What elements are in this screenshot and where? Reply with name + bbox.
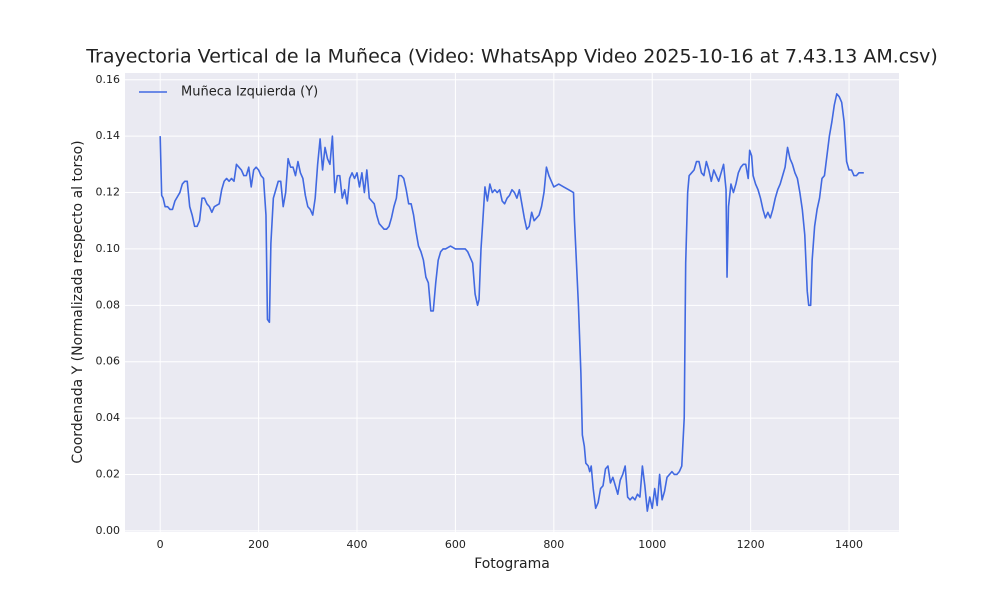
x-tick-label: 600 <box>445 538 466 551</box>
x-tick-label: 800 <box>543 538 564 551</box>
x-tick-label: 1200 <box>737 538 765 551</box>
plot-area <box>125 73 899 532</box>
y-tick-label: 0.00 <box>96 524 121 537</box>
y-tick-label: 0.04 <box>96 411 121 424</box>
legend: Muñeca Izquierda (Y) <box>139 85 318 100</box>
data-line <box>159 93 864 512</box>
legend-label: Muñeca Izquierda (Y) <box>181 85 318 100</box>
y-tick-label: 0.06 <box>96 355 121 368</box>
chart-title: Trayectoria Vertical de la Muñeca (Video… <box>85 46 938 68</box>
x-tick-label: 1400 <box>835 538 863 551</box>
y-tick-label: 0.02 <box>96 467 121 480</box>
y-tick-label: 0.08 <box>96 298 121 311</box>
y-tick-label: 0.14 <box>96 129 121 142</box>
grid <box>125 73 899 532</box>
y-tick-label: 0.12 <box>96 186 121 199</box>
y-axis-label: Coordenada Y (Normalizada respecto al to… <box>70 140 86 463</box>
x-tick-label: 1000 <box>638 538 666 551</box>
y-tick-label: 0.16 <box>96 73 121 86</box>
x-axis-label: Fotograma <box>474 556 550 572</box>
x-tick-label: 400 <box>347 538 368 551</box>
x-tick-label: 0 <box>157 538 164 551</box>
y-tick-label: 0.10 <box>96 242 121 255</box>
x-tick-label: 200 <box>248 538 269 551</box>
lines <box>159 93 864 512</box>
